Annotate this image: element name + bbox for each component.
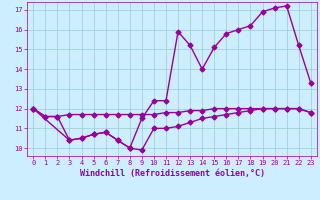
X-axis label: Windchill (Refroidissement éolien,°C): Windchill (Refroidissement éolien,°C) — [79, 169, 265, 178]
